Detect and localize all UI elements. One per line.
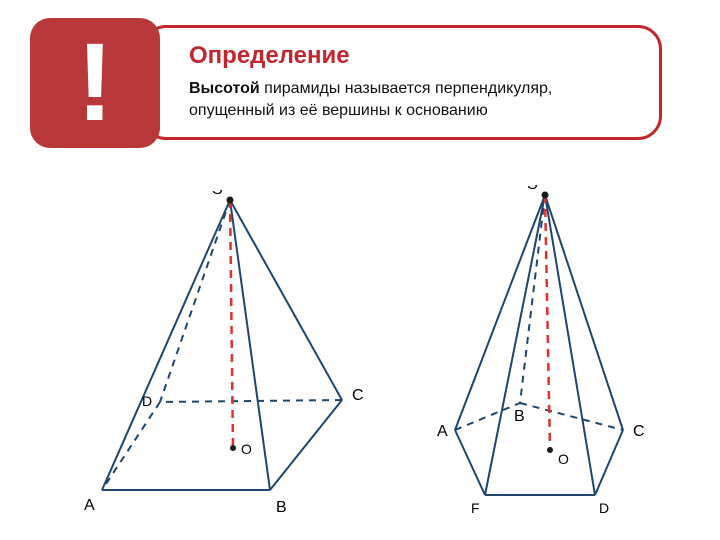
svg-text:A: A bbox=[84, 497, 95, 514]
svg-text:D: D bbox=[142, 393, 152, 409]
svg-text:F: F bbox=[471, 500, 480, 516]
pyramid-right: S A B C D F O bbox=[415, 185, 685, 530]
svg-text:B: B bbox=[276, 499, 287, 516]
definition-title: Определение bbox=[189, 42, 641, 70]
pyramid-left: S A B C D O bbox=[70, 190, 390, 530]
svg-text:B: B bbox=[514, 408, 525, 425]
attention-badge: ! bbox=[30, 18, 160, 148]
exclamation-icon: ! bbox=[77, 28, 114, 138]
definition-term: Высотой bbox=[189, 80, 260, 97]
svg-text:C: C bbox=[633, 423, 645, 440]
definition-text: Высотой пирамиды называется перпендикуля… bbox=[189, 78, 641, 121]
definition-card: Определение Высотой пирамиды называется … bbox=[142, 25, 662, 140]
svg-text:O: O bbox=[241, 441, 252, 457]
svg-text:O: O bbox=[558, 451, 569, 467]
svg-text:A: A bbox=[437, 423, 448, 440]
svg-text:C: C bbox=[352, 387, 364, 404]
svg-text:S: S bbox=[527, 185, 538, 193]
svg-text:S: S bbox=[212, 190, 223, 198]
svg-text:D: D bbox=[599, 500, 609, 516]
